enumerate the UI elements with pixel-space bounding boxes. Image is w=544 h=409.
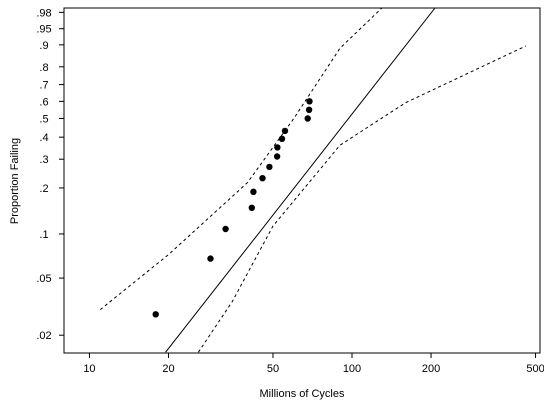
data-point [281, 127, 289, 135]
y-tick-label: .02 [36, 330, 51, 342]
x-tick-label: 200 [422, 363, 440, 375]
confidence-band-lower [197, 45, 527, 353]
x-tick-label: 10 [83, 363, 95, 375]
y-tick-label: .4 [39, 132, 48, 144]
y-tick-label: .5 [39, 113, 48, 125]
y-axis-ticks: .02 .05 .1 .2 .3 .4 .5 .6 .7 .8 .9 .95 .98 [36, 7, 64, 342]
data-points [152, 98, 313, 318]
data-point [248, 204, 255, 211]
y-axis-title: Proportion Failing [9, 138, 21, 224]
y-tick-label: .2 [39, 183, 48, 195]
fit-line [165, 8, 436, 353]
data-point [266, 163, 273, 171]
fit-line-group [165, 8, 436, 353]
y-tick-label: .9 [39, 40, 48, 52]
y-tick-label: .1 [39, 229, 48, 241]
x-tick-label: 100 [343, 363, 361, 375]
data-point [259, 175, 266, 182]
y-tick-label: .8 [39, 62, 48, 74]
y-tick-label: .95 [36, 24, 51, 36]
y-tick-label: .7 [39, 80, 48, 92]
data-point [250, 188, 257, 195]
y-tick-label: .98 [36, 7, 51, 19]
data-point [273, 153, 281, 160]
x-tick-label: 500 [526, 363, 544, 375]
data-point [278, 135, 286, 142]
y-tick-label: .05 [36, 273, 51, 285]
x-axis-title: Millions of Cycles [260, 388, 345, 400]
data-point [207, 255, 214, 262]
confidence-band-upper [99, 8, 383, 310]
data-point [304, 115, 311, 122]
data-point [306, 98, 313, 105]
data-point [152, 311, 159, 318]
y-tick-label: .3 [39, 154, 48, 166]
data-point [305, 106, 313, 114]
x-tick-label: 50 [267, 363, 279, 375]
plot-frame [63, 7, 541, 354]
ci-lower-line [197, 45, 527, 353]
ci-upper-line [99, 8, 383, 310]
x-axis-ticks: 10 20 50 100 200 500 [83, 353, 544, 375]
data-point [274, 144, 281, 151]
x-tick-label: 20 [162, 363, 174, 375]
y-tick-label: .6 [39, 96, 48, 108]
data-point [222, 225, 229, 233]
